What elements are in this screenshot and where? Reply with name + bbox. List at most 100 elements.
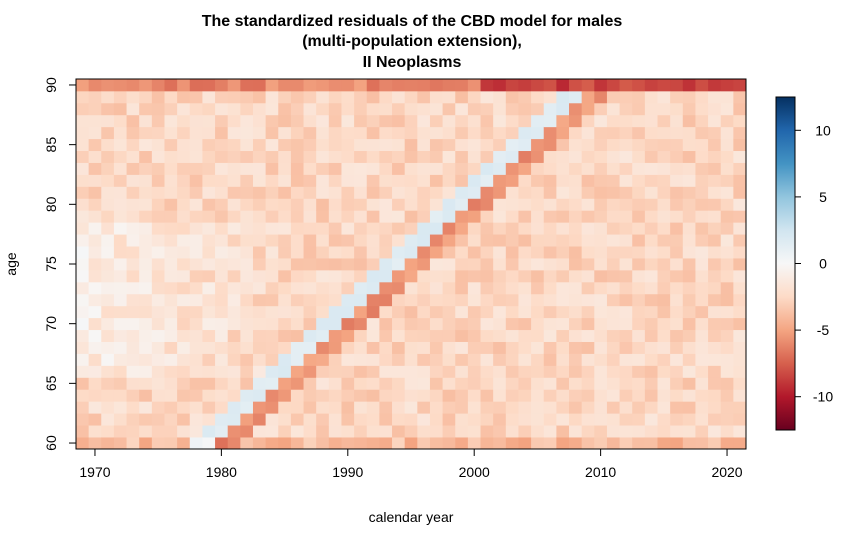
heatmap-cell [493, 413, 507, 426]
heatmap-cell [644, 317, 658, 331]
heatmap-cell [644, 413, 658, 426]
heatmap-cell [164, 413, 178, 426]
heatmap-cell [328, 258, 342, 271]
heatmap-cell [606, 293, 620, 307]
heatmap-cell [265, 317, 279, 331]
heatmap-cell [76, 329, 90, 342]
heatmap-cell [240, 258, 254, 271]
heatmap-cell [467, 90, 481, 104]
heatmap-cell [303, 401, 317, 414]
heatmap-cell [682, 114, 696, 128]
heatmap-cell [151, 210, 165, 223]
heatmap-cell [202, 413, 216, 426]
heatmap-cell [493, 114, 507, 128]
heatmap-cell [151, 425, 165, 438]
heatmap-cell [531, 234, 545, 247]
chart-title: The standardized residuals of the CBD mo… [202, 13, 623, 71]
heatmap-cell [202, 437, 216, 450]
heatmap-cell [493, 329, 507, 342]
heatmap-cell [518, 353, 532, 366]
heatmap-cell [682, 353, 696, 366]
heatmap-cell [505, 102, 519, 116]
heatmap-cell [151, 293, 165, 307]
heatmap-cell [581, 138, 595, 152]
heatmap-cell [404, 305, 418, 319]
heatmap-cell [467, 389, 481, 402]
heatmap-cell [354, 234, 368, 247]
heatmap-cell [101, 234, 115, 247]
heatmap-cell [442, 353, 456, 366]
heatmap-cell [240, 269, 254, 283]
heatmap-cell [341, 341, 355, 354]
heatmap-cell [708, 102, 722, 116]
heatmap-cell [392, 425, 406, 438]
heatmap-cell [569, 341, 583, 354]
heatmap-cell [708, 425, 722, 438]
heatmap-cell [303, 198, 317, 211]
heatmap-cell [569, 79, 583, 92]
heatmap-cell [404, 317, 418, 331]
heatmap-cell [252, 413, 267, 426]
heatmap-cell [442, 162, 456, 175]
heatmap-cell [581, 150, 595, 163]
heatmap-cell [366, 389, 380, 402]
heatmap-cell [619, 341, 633, 354]
heatmap-cell [215, 162, 229, 175]
y-tick-label: 85 [43, 137, 59, 153]
heatmap-cell [252, 222, 267, 235]
heatmap-cell [720, 269, 734, 283]
heatmap-cell [265, 425, 279, 438]
heatmap-cell [316, 401, 330, 414]
heatmap-cell [670, 401, 684, 414]
heatmap-cell [265, 210, 279, 223]
heatmap-cell [569, 222, 583, 235]
heatmap-cell [101, 90, 115, 104]
heatmap-cell [556, 293, 570, 307]
heatmap-cell [252, 377, 267, 390]
heatmap-cell [594, 401, 608, 414]
heatmap-cell [606, 401, 620, 414]
heatmap-cell [720, 126, 734, 140]
heatmap-cell [189, 413, 203, 426]
heatmap-cell [189, 365, 203, 378]
heatmap-cell [278, 329, 292, 342]
heatmap-cell [341, 162, 355, 175]
heatmap-cell [493, 162, 507, 175]
heatmap-cell [303, 258, 317, 271]
heatmap-cell [113, 377, 127, 390]
heatmap-cell [467, 353, 481, 366]
heatmap-cell [392, 317, 406, 331]
heatmap-cell [328, 293, 342, 307]
heatmap-cell [101, 79, 115, 92]
heatmap-cell [467, 317, 481, 331]
heatmap-cell [518, 341, 532, 354]
heatmap-cell [215, 401, 229, 414]
heatmap-cell [88, 198, 102, 211]
heatmap-cell [164, 305, 178, 319]
heatmap-cell [366, 353, 380, 366]
heatmap-cell [531, 269, 545, 283]
heatmap-cell [316, 281, 330, 295]
heatmap-cell [404, 413, 418, 426]
heatmap-cell [366, 114, 380, 128]
heatmap-cell [670, 293, 684, 307]
heatmap-cell [265, 353, 279, 366]
heatmap-cell [366, 126, 380, 140]
heatmap-cell [227, 317, 241, 331]
heatmap-cell [670, 90, 684, 104]
heatmap-cell [619, 222, 633, 235]
heatmap-cell [670, 102, 684, 116]
heatmap-cell [606, 210, 620, 223]
heatmap-cell [265, 234, 279, 247]
heatmap-cell [303, 341, 317, 354]
heatmap-cell [252, 162, 267, 175]
heatmap-cell [720, 293, 734, 307]
heatmap-cell [670, 281, 684, 295]
heatmap-cell [113, 198, 127, 211]
heatmap-cell [657, 210, 671, 223]
heatmap-cell [278, 210, 292, 223]
heatmap-cell [720, 413, 734, 426]
heatmap-cell [505, 150, 519, 163]
heatmap-cell [366, 305, 380, 319]
heatmap-cell [151, 353, 165, 366]
